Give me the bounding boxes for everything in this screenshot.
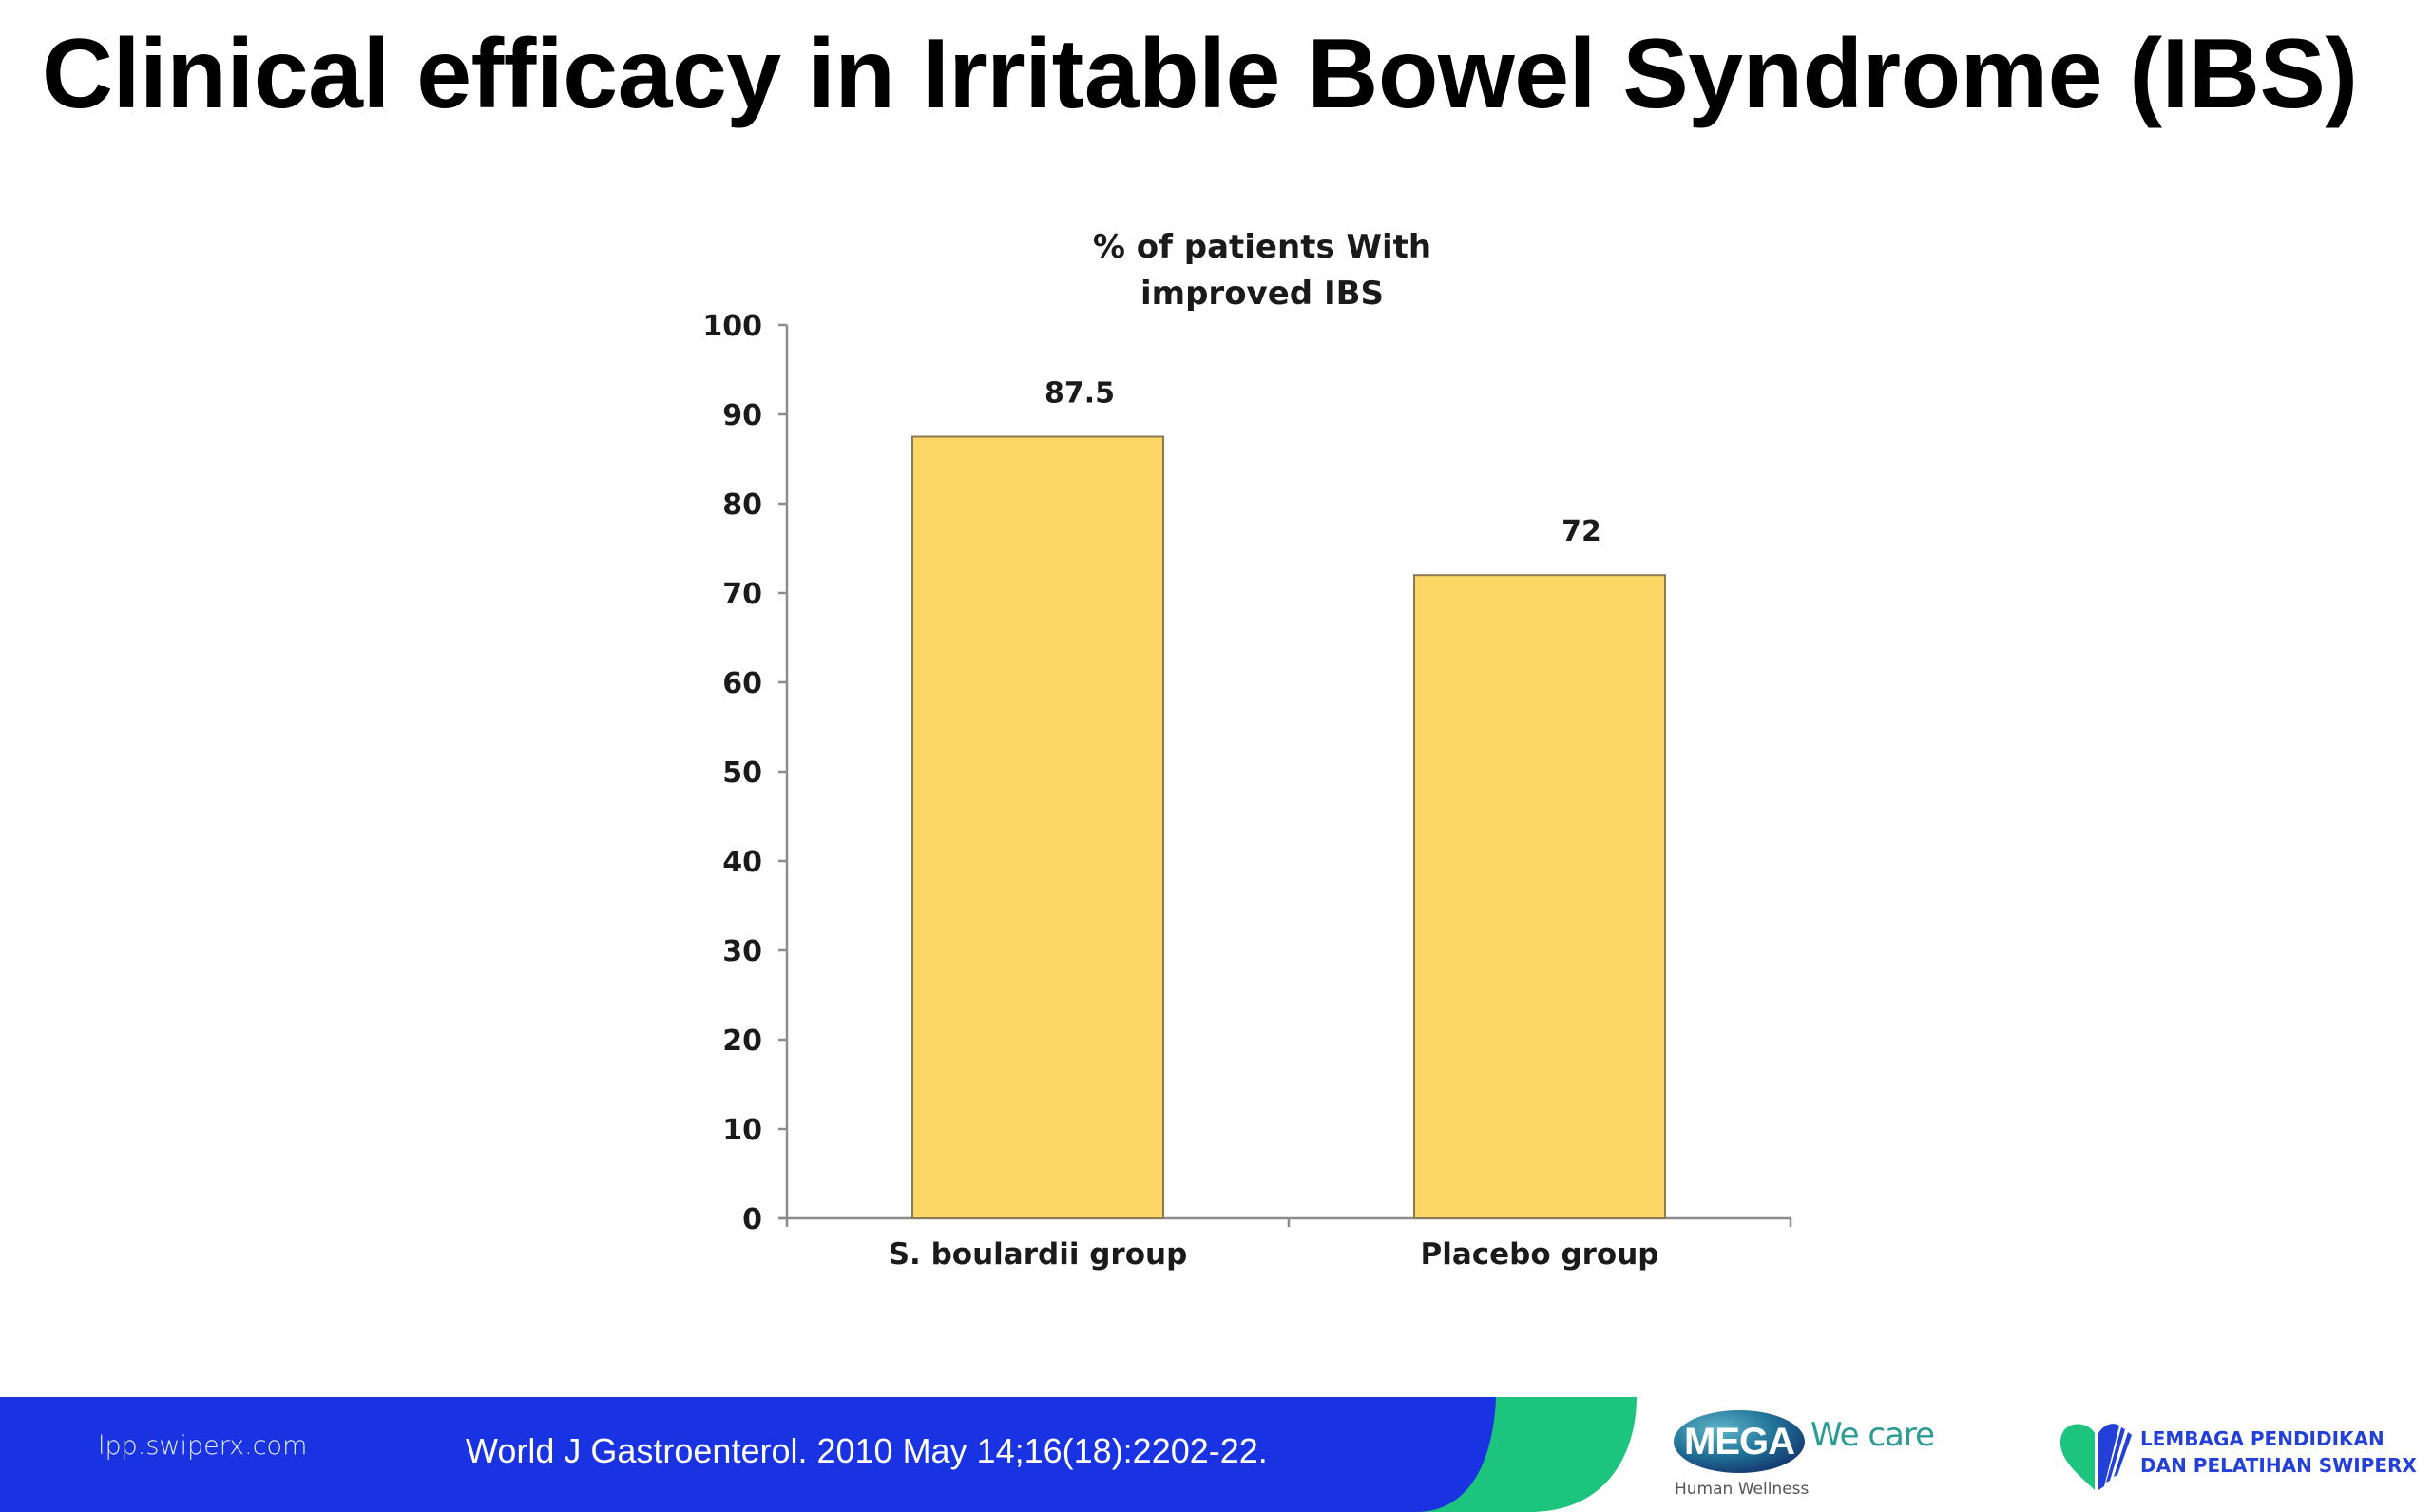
y-tick-label: 20 [722,1024,762,1058]
y-tick-label: 10 [722,1114,762,1147]
y-tick-label: 70 [722,578,762,611]
footer: lpp.swiperx.com World J Gastroenterol. 2… [0,1397,2433,1512]
y-axis: 0 10 20 30 40 50 60 70 80 90 100 [702,310,789,1236]
footer-citation: World J Gastroenterol. 2010 May 14;16(18… [466,1431,1268,1470]
y-tick-label: 90 [722,399,762,432]
x-axis: S. boulardii group Placebo group [778,1216,1792,1272]
mega-logo-brand: MEGA [1684,1421,1795,1463]
footer-background [0,1397,1637,1512]
lembaga-logo-line-2: DAN PELATIHAN SWIPERX [2140,1454,2417,1477]
mega-logo-subtitle: Human Wellness [1675,1480,1810,1499]
bar-chart: % of patients With improved IBS 0 10 20 30 4… [702,228,1792,1272]
chart-title-line-1: % of patients With [1093,228,1431,266]
lembaga-logo-line-1: LEMBAGA PENDIDIKAN [2140,1427,2385,1450]
y-tick-label: 50 [722,756,762,790]
lembaga-logo-text: LEMBAGA PENDIDIKAN DAN PELATIHAN SWIPERX [2140,1426,2417,1479]
x-tick-label: S. boulardii group [889,1237,1188,1272]
heart-book-icon [2060,1424,2132,1490]
footer-blue-band [0,1397,1496,1512]
slide-title: Clinical efficacy in Irritable Bowel Syn… [42,19,2358,129]
bar-0 [911,435,1164,1219]
data-label-0: 87.5 [1044,377,1115,411]
x-tick-label: Placebo group [1421,1237,1659,1272]
bar-1 [1413,574,1666,1219]
y-tick-label: 30 [722,935,762,968]
mega-logo-oval-icon [1674,1410,1805,1473]
y-tick-label: 100 [702,310,762,343]
data-label-1: 72 [1561,515,1601,548]
mega-logo-tagline: We care [1810,1416,1935,1454]
y-tick-label: 80 [722,488,762,522]
y-tick-label: 40 [722,846,762,879]
y-tick-label: 60 [722,667,762,700]
bars: 87.5 72 [911,377,1666,1219]
y-tick-label: 0 [742,1203,762,1236]
footer-url-link[interactable]: lpp.swiperx.com [98,1431,308,1461]
chart-title-line-2: improved IBS [1140,275,1384,313]
